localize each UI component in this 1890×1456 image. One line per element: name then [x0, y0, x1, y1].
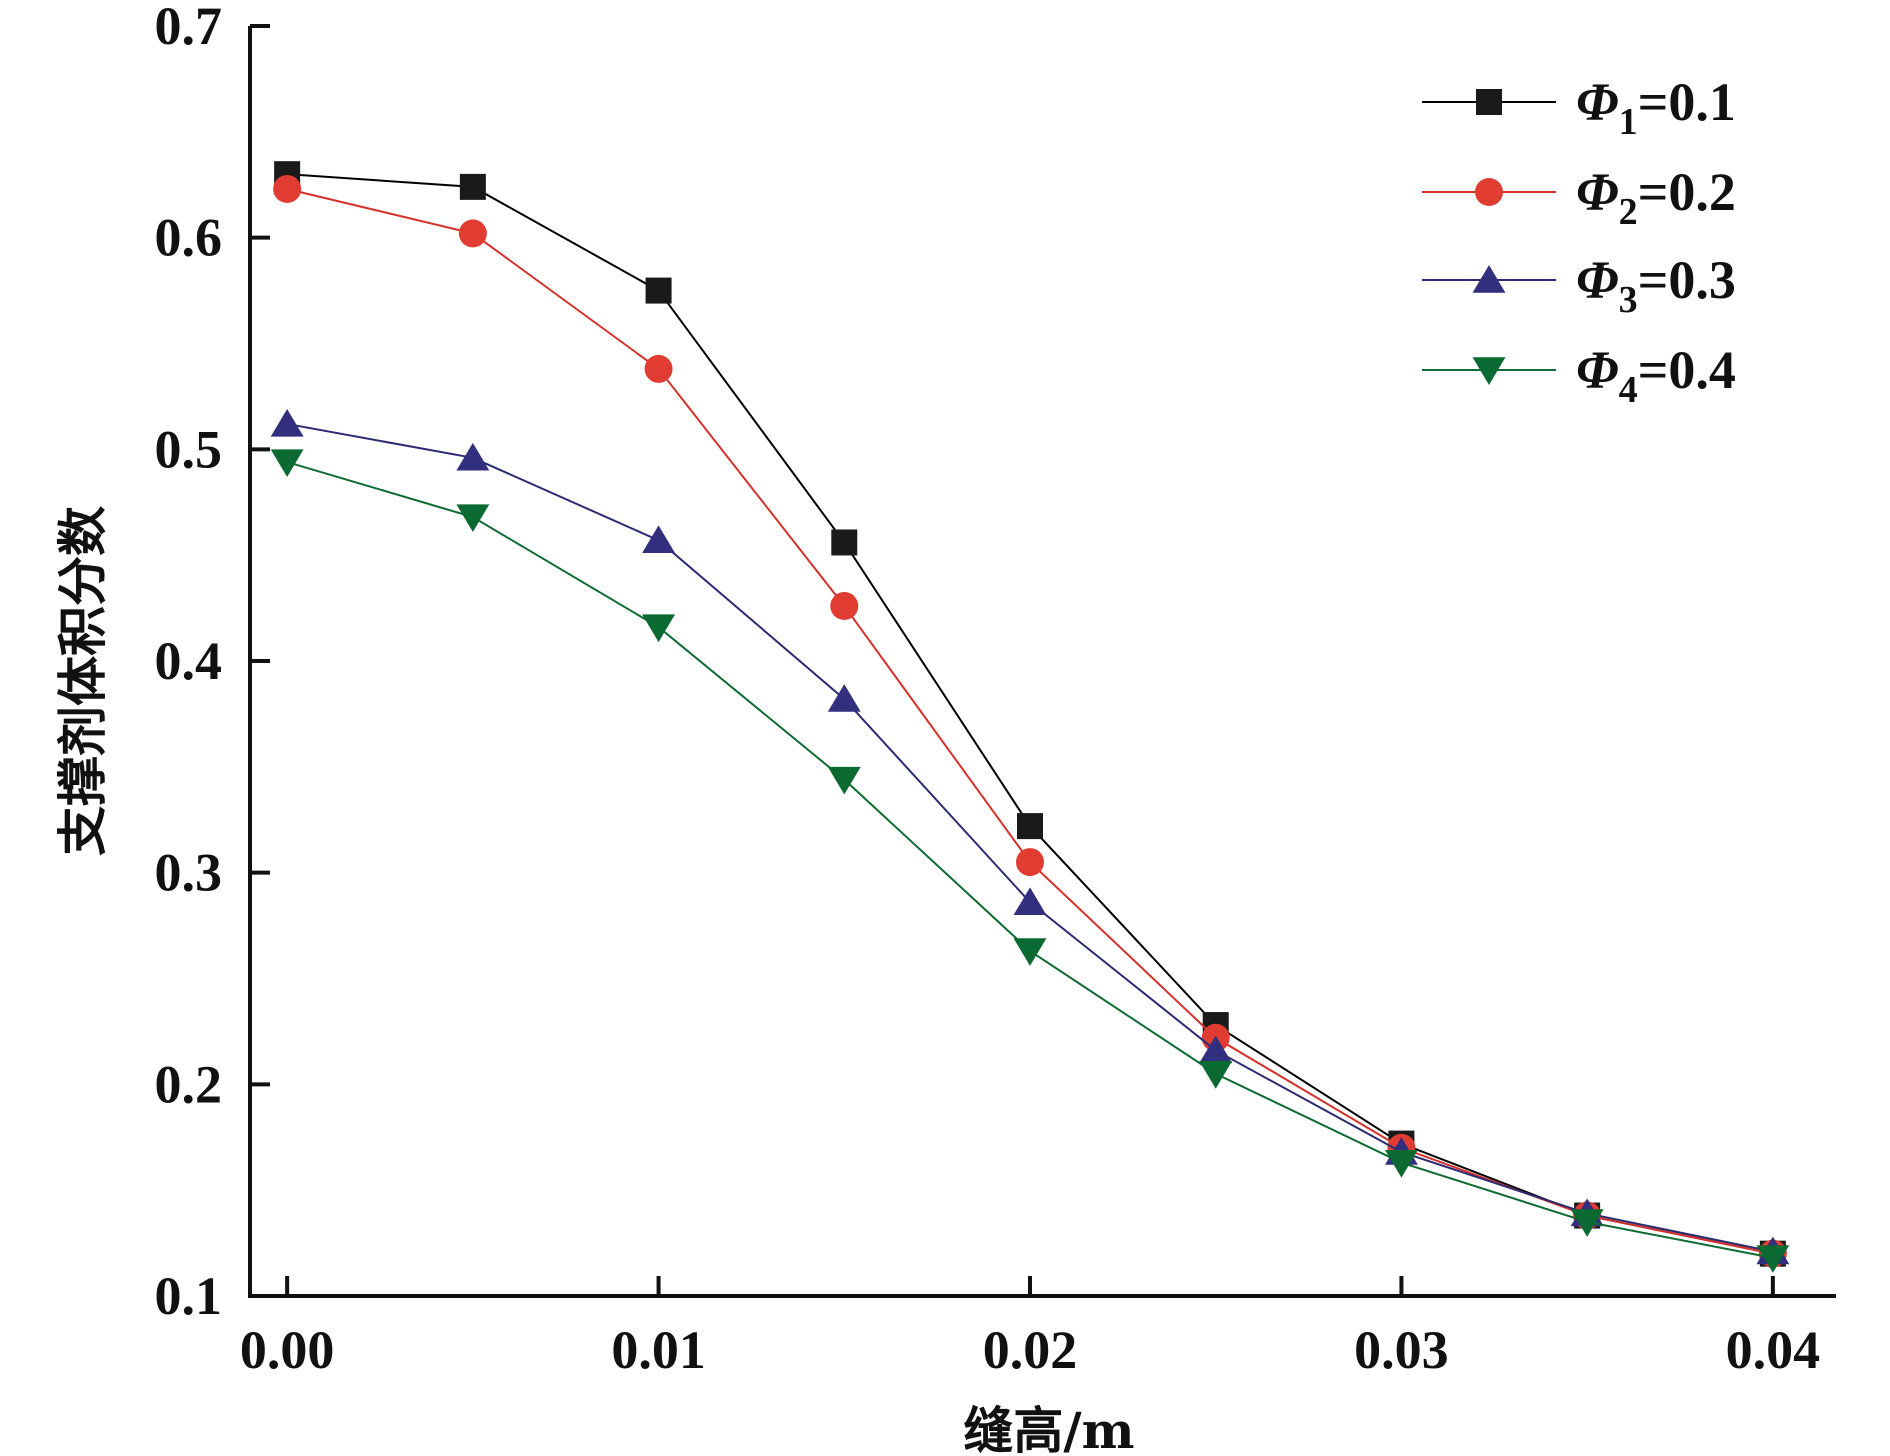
data-point: [273, 174, 302, 203]
y-axis-title: 支撑剂体积分数: [53, 506, 112, 856]
data-point: [1756, 1245, 1790, 1273]
series-line: [286, 188, 1774, 1255]
legend-label: Φ3=0.3: [1576, 250, 1736, 321]
legend-label: Φ4=0.4: [1576, 340, 1736, 411]
series-2: [273, 174, 1787, 1268]
data-point: [1199, 1035, 1233, 1064]
data-point: [642, 614, 676, 643]
y-tick-label: 0.5: [155, 419, 223, 479]
legend-item-2: Φ2=0.2: [1422, 162, 1736, 233]
legend-marker: [1472, 357, 1506, 385]
data-point: [645, 277, 672, 304]
x-tick-label: 0.04: [1726, 1320, 1821, 1380]
legend: Φ1=0.1 Φ2=0.2 Φ3=0.3 Φ4=0.4: [1422, 72, 1736, 411]
legend-item-4: Φ4=0.4: [1422, 340, 1736, 411]
series-line: [287, 173, 1774, 1255]
data-point: [1384, 1149, 1418, 1178]
data-point: [1570, 1209, 1604, 1237]
axes: 0.1 0.2 0.3 0.4 0.5 0.6 0.7 0.00 0.01 0.02 0.03 0.0…: [155, 0, 1836, 1380]
legend-marker: [1472, 265, 1506, 293]
data-point: [459, 173, 486, 200]
legend-item-1: Φ1=0.1: [1422, 72, 1736, 143]
y-tick-label: 0.6: [155, 208, 223, 268]
data-point: [1017, 813, 1043, 840]
data-point: [642, 525, 676, 554]
legend-marker: [1476, 89, 1502, 115]
data-point: [270, 449, 304, 477]
data-point: [831, 529, 858, 556]
data-point: [1013, 887, 1047, 916]
x-tick-label: 0.01: [611, 1320, 706, 1380]
data-point: [827, 766, 861, 795]
y-tick-label: 0.4: [155, 631, 223, 691]
x-tick-label: 0.00: [240, 1320, 335, 1380]
x-tick-label: 0.02: [983, 1320, 1078, 1380]
data-point: [830, 591, 859, 620]
data-point: [270, 408, 304, 437]
data-point: [644, 354, 673, 383]
data-point: [1016, 848, 1044, 877]
data-point: [456, 442, 490, 471]
y-tick-label: 0.3: [155, 843, 223, 903]
data-point: [827, 684, 861, 712]
x-tick-label: 0.03: [1354, 1320, 1449, 1380]
y-tick-label: 0.7: [155, 0, 223, 56]
data-point: [456, 504, 490, 533]
y-tick-label: 0.1: [155, 1266, 223, 1326]
legend-label: Φ2=0.2: [1576, 162, 1736, 233]
legend-item-3: Φ3=0.3: [1422, 250, 1736, 321]
legend-marker: [1475, 178, 1503, 206]
x-axis-title: 缝高/m: [963, 1401, 1134, 1456]
y-tick-label: 0.2: [155, 1054, 223, 1114]
series-layer: [270, 161, 1790, 1273]
legend-label: Φ1=0.1: [1576, 72, 1736, 143]
data-point: [458, 219, 487, 248]
series-4: [270, 449, 1790, 1273]
series-1: [274, 161, 1786, 1267]
data-point: [1199, 1061, 1233, 1089]
data-point: [1013, 938, 1047, 966]
